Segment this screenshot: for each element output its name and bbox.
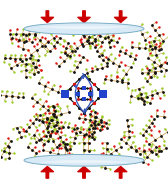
- Ellipse shape: [24, 23, 144, 35]
- Ellipse shape: [54, 160, 114, 162]
- FancyArrowPatch shape: [83, 74, 93, 112]
- Ellipse shape: [39, 161, 129, 163]
- FancyArrowPatch shape: [74, 85, 77, 88]
- FancyArrowPatch shape: [75, 75, 85, 114]
- FancyArrowPatch shape: [91, 100, 94, 102]
- Ellipse shape: [39, 26, 129, 28]
- Ellipse shape: [24, 154, 144, 166]
- Ellipse shape: [54, 27, 114, 29]
